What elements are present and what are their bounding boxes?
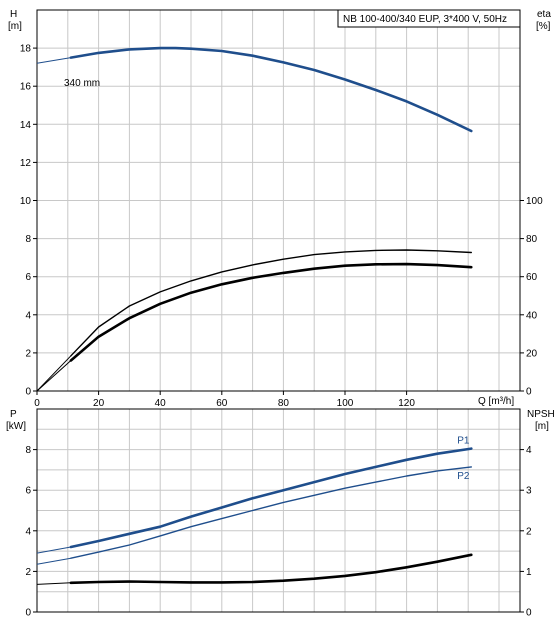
x-tick-label: 120 <box>398 398 415 409</box>
left-tick-label: 4 <box>25 526 31 537</box>
bottom-tick-labels: 0 2 4 6 8 0 1 2 3 4 <box>25 445 532 618</box>
right-tick-label: 100 <box>526 196 543 207</box>
left-tick-label: 10 <box>20 196 32 207</box>
left-tick-label: 4 <box>25 310 31 321</box>
x-tick-label: 40 <box>155 398 167 409</box>
right-tick-label: 2 <box>526 526 532 537</box>
top-curves <box>36 46 473 392</box>
left-tick-label: 2 <box>25 348 31 359</box>
eta-axis-label: eta <box>537 9 551 20</box>
series-label-p2: P2 <box>457 471 470 482</box>
curve-extension <box>36 546 71 554</box>
left-tick-label: 2 <box>25 567 31 578</box>
x-tick-label: 100 <box>337 398 354 409</box>
bottom-gridlines <box>37 409 520 612</box>
impeller-diameter-label: 340 mm <box>64 78 100 89</box>
curve-extension <box>36 557 71 565</box>
curve-extension <box>36 360 72 392</box>
power-npsh-chart: P [kW] NPSH [m] 0 2 4 6 8 0 1 2 3 4 P1 P2 <box>6 408 555 619</box>
head-efficiency-chart: NB 100-400/340 EUP, 3*400 V, 50Hz H [m] … <box>8 9 551 409</box>
curve-p2 <box>70 466 472 559</box>
left-tick-label: 6 <box>25 486 31 497</box>
chart-title: NB 100-400/340 EUP, 3*400 V, 50Hz <box>343 14 507 25</box>
right-tick-label: 60 <box>526 272 538 283</box>
chart-title-box <box>337 9 521 28</box>
top-gridlines <box>37 10 520 391</box>
left-tick-label: 18 <box>20 44 32 55</box>
right-tick-label: 3 <box>526 486 532 497</box>
flow-axis-label: Q [m³/h] <box>478 396 514 407</box>
npsh-axis-label: NPSH <box>527 409 555 420</box>
x-tick-label: 60 <box>216 398 228 409</box>
power-axis-unit: [kW] <box>6 421 26 432</box>
power-axis-label: P <box>10 409 17 420</box>
npsh-axis-unit: [m] <box>535 421 549 432</box>
curve-p1 <box>69 447 473 549</box>
right-tick-label: 80 <box>526 234 538 245</box>
left-tick-label: 12 <box>20 158 32 169</box>
left-tick-label: 0 <box>25 608 31 619</box>
curve-series-1 <box>70 249 472 357</box>
left-tick-label: 16 <box>20 82 32 93</box>
curve-extension <box>36 582 71 585</box>
right-tick-label: 20 <box>526 348 538 359</box>
bottom-plot-frame <box>36 408 521 613</box>
head-axis-label: H <box>10 9 17 20</box>
left-tick-label: 8 <box>25 445 31 456</box>
series-label-p1: P1 <box>457 436 470 447</box>
left-tick-label: 0 <box>25 387 31 398</box>
x-tick-label: 80 <box>278 398 290 409</box>
left-tick-label: 14 <box>20 120 32 131</box>
curve-series-2 <box>69 553 473 585</box>
top-tick-labels: 0 2 4 6 8 10 12 14 16 18 0 20 40 60 80 100 0 20 40 60 80 100 1… <box>20 44 543 409</box>
right-tick-label: 0 <box>526 387 532 398</box>
bottom-curves: P1 P2 <box>36 436 473 585</box>
eta-axis-unit: [%] <box>536 21 551 32</box>
x-tick-label: 20 <box>93 398 105 409</box>
right-tick-label: 40 <box>526 310 538 321</box>
curve-h <box>69 46 473 133</box>
x-tick-label: 0 <box>34 398 40 409</box>
left-tick-label: 8 <box>25 234 31 245</box>
head-axis-unit: [m] <box>8 21 22 32</box>
right-tick-label: 4 <box>526 445 532 456</box>
curve-extension <box>36 57 71 64</box>
curve-extension <box>36 355 72 392</box>
right-tick-label: 0 <box>526 608 532 619</box>
curve-series-2 <box>69 262 473 362</box>
right-tick-label: 1 <box>526 567 532 578</box>
left-tick-label: 6 <box>25 272 31 283</box>
